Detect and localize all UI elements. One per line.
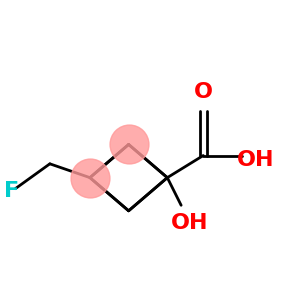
Text: O: O: [194, 82, 213, 102]
Text: OH: OH: [237, 150, 274, 170]
Text: OH: OH: [171, 213, 208, 233]
Text: F: F: [4, 182, 19, 202]
